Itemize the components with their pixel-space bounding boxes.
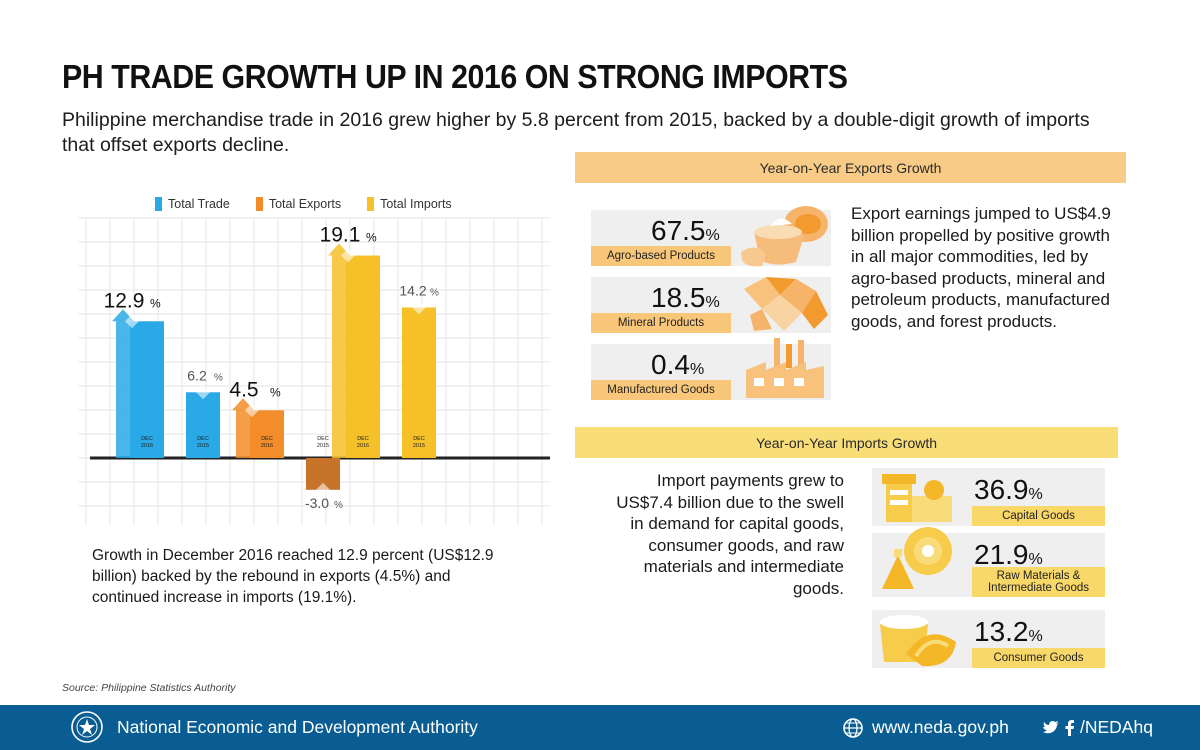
value-marker: [316, 482, 330, 497]
value-marker: [245, 403, 259, 418]
category-label: 2016: [141, 443, 153, 449]
legend-item-total-exports: Total Exports: [255, 197, 342, 211]
footer-bar: National Economic and Development Author…: [0, 705, 1200, 750]
stat-value: 36.9%: [974, 474, 1043, 505]
raw-materials-icon: [882, 527, 952, 589]
stat-value: 0.4%: [651, 349, 705, 380]
stat-label: Mineral Products: [591, 313, 731, 333]
imports-paragraph: Import payments grew to US$7.4 billion d…: [616, 471, 844, 598]
category-label: DEC: [261, 436, 273, 442]
legend-label: Total Imports: [380, 197, 452, 211]
chart-note: Growth in December 2016 reached 12.9 per…: [92, 547, 494, 606]
globe-icon: [843, 717, 863, 738]
exports-card-mineral: 18.5% Mineral Products: [591, 277, 831, 333]
category-label: 2015: [317, 443, 329, 449]
value-marker: [196, 385, 210, 400]
legend-swatch: [367, 197, 375, 211]
exports-header: Year-on-Year Exports Growth: [575, 152, 1126, 183]
value-label-pct: %: [270, 385, 281, 399]
value-label: 4.5: [229, 378, 258, 401]
stat-label: Agro-based Products: [591, 246, 731, 266]
stat-label: Raw Materials & Intermediate Goods: [972, 567, 1105, 597]
legend-item-total-trade: Total Trade: [155, 197, 230, 211]
trend-arrow: [328, 243, 350, 458]
stat-value: 18.5%: [651, 282, 720, 313]
exports-card-manufactured: 0.4% Manufactured Goods: [591, 338, 831, 400]
value-marker: [125, 314, 139, 329]
page-title: PH TRADE GROWTH UP IN 2016 ON STRONG IMP…: [62, 58, 848, 95]
bar-total-imports-dec-2016: [346, 255, 380, 458]
stat-value: 21.9%: [974, 539, 1043, 570]
imports-card-capital: 36.9% Capital Goods: [872, 468, 1105, 526]
legend-swatch: [255, 197, 263, 211]
stat-label: Manufactured Goods: [591, 380, 731, 400]
bar-total-trade-dec-2015: [186, 392, 220, 458]
bar-total-imports-dec-2015: [402, 307, 436, 458]
exports-paragraph: Export earnings jumped to US$4.9 billion…: [851, 204, 1111, 331]
imports-card-consumer: 13.2% Consumer Goods: [872, 610, 1105, 668]
category-label: DEC: [413, 436, 425, 442]
category-label: DEC: [317, 436, 329, 442]
legend-swatch: [155, 197, 162, 211]
footer-website-link[interactable]: www.neda.gov.ph: [842, 705, 1009, 750]
twitter-icon: [1043, 720, 1059, 733]
legend-label: Total Trade: [168, 197, 230, 211]
category-label: 2015: [413, 443, 425, 449]
factory-icon: [746, 338, 824, 398]
stat-value: 13.2%: [974, 616, 1043, 647]
stat-label: Capital Goods: [972, 506, 1105, 526]
value-label-pct: %: [150, 296, 161, 310]
footer-org-name: National Economic and Development Author…: [117, 717, 478, 737]
category-label: 2015: [197, 443, 209, 449]
trend-arrow: [112, 309, 134, 458]
imports-header: Year-on-Year Imports Growth: [575, 427, 1118, 458]
value-label-pct: %: [430, 287, 439, 298]
value-label-pct: %: [214, 372, 223, 383]
imports-card-raw-materials: 21.9% Raw Materials & Intermediate Goods: [872, 527, 1105, 597]
category-label: 2016: [261, 443, 273, 449]
bar-total-exports-dec-2016: [250, 410, 284, 458]
mineral-icon: [744, 277, 828, 331]
value-label: 6.2: [187, 367, 207, 383]
value-label: 12.9: [104, 289, 145, 312]
value-marker: [412, 300, 426, 315]
footer-social-link[interactable]: /NEDAhq: [1043, 705, 1153, 750]
page-subtitle: Philippine merchandise trade in 2016 gre…: [62, 109, 1090, 156]
category-label: 2016: [357, 443, 369, 449]
stat-label: Consumer Goods: [972, 648, 1105, 668]
stat-value: 67.5%: [651, 215, 720, 246]
source-note: Source: Philippine Statistics Authority: [62, 682, 236, 694]
category-label: DEC: [357, 436, 369, 442]
bar-total-trade-dec-2016: [130, 321, 164, 458]
footer-social-handle: /NEDAhq: [1080, 717, 1153, 737]
value-label: 14.2: [399, 282, 426, 298]
facebook-icon: [1065, 719, 1074, 736]
value-marker: [341, 248, 355, 263]
value-label: 19.1: [320, 224, 361, 247]
category-label: DEC: [197, 436, 209, 442]
exports-card-agro: 67.5% Agro-based Products: [591, 206, 831, 267]
value-label-pct: %: [334, 500, 343, 511]
chart-legend: Total Trade Total Exports Total Imports: [155, 197, 452, 211]
category-label: DEC: [141, 436, 153, 442]
machine-icon: [882, 474, 952, 522]
legend-item-total-imports: Total Imports: [367, 197, 452, 211]
neda-seal-icon: [71, 711, 103, 743]
legend-label: Total Exports: [268, 197, 342, 211]
consumer-goods-icon: [880, 615, 956, 667]
footer-website-text: www.neda.gov.ph: [872, 717, 1009, 737]
value-label: -3.0: [305, 495, 329, 511]
value-label-pct: %: [366, 231, 377, 245]
agro-icon: [741, 206, 828, 267]
chart-grid: [78, 217, 550, 525]
